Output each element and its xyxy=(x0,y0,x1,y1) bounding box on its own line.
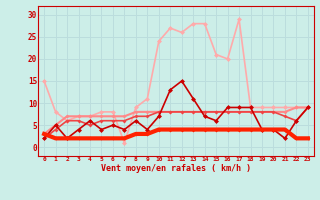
X-axis label: Vent moyen/en rafales ( km/h ): Vent moyen/en rafales ( km/h ) xyxy=(101,164,251,173)
